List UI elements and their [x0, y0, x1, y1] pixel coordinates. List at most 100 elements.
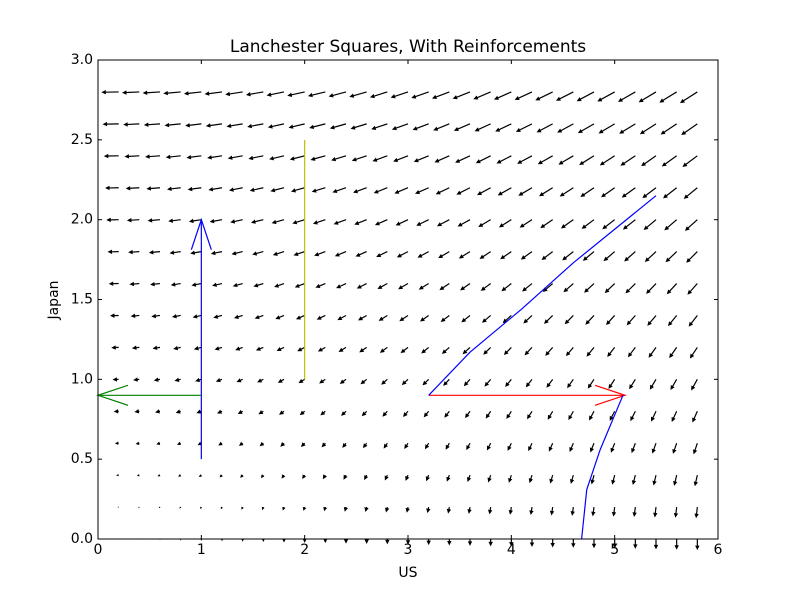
quiver-arrow — [175, 409, 181, 414]
quiver-arrow — [192, 314, 202, 319]
quiver-arrow — [610, 442, 616, 453]
quiver-arrow — [597, 91, 615, 102]
quiver-arrow — [186, 154, 202, 160]
quiver-arrow — [145, 154, 161, 159]
quiver-arrow — [692, 443, 698, 455]
quiver-arrow — [467, 539, 473, 546]
quiver-arrow — [170, 282, 181, 287]
quiver-arrow — [674, 539, 679, 550]
quiver-arrow — [519, 219, 533, 228]
quiver-arrow — [431, 91, 450, 99]
quiver-arrow — [586, 347, 595, 357]
quiver-arrow — [425, 474, 430, 482]
quiver-arrow — [446, 506, 452, 514]
quiver-arrow — [479, 251, 491, 259]
quiver-arrow — [547, 410, 554, 420]
quiver-arrow — [316, 314, 326, 320]
quiver-arrow — [536, 123, 553, 133]
x-axis-label: US — [398, 565, 417, 581]
quiver-arrow — [405, 506, 410, 513]
quiver-arrow — [590, 474, 595, 485]
quiver-arrow — [477, 187, 491, 196]
quiver-arrow — [364, 474, 369, 481]
quiver-arrow — [567, 378, 574, 389]
quiver-arrow — [537, 155, 553, 165]
quiver-arrow — [501, 283, 512, 292]
quiver-arrow — [382, 410, 388, 417]
quiver-arrow — [545, 347, 554, 356]
quiver-arrow — [257, 378, 264, 383]
quiver-arrow — [560, 219, 574, 229]
quiver-arrow — [535, 91, 553, 101]
quiver-arrow — [357, 314, 367, 321]
quiver-arrow — [559, 187, 574, 197]
quiver-arrow — [302, 539, 307, 543]
quiver-arrow — [353, 187, 367, 194]
quiver-arrow — [106, 217, 119, 223]
quiver-arrow — [458, 251, 471, 259]
x-tick-label: 6 — [714, 542, 723, 558]
quiver-arrow — [153, 377, 161, 382]
quiver-arrow — [647, 315, 657, 326]
quiver-arrow — [225, 91, 243, 97]
quiver-arrow — [672, 443, 678, 454]
quiver-arrow — [565, 347, 574, 357]
quiver-arrow — [323, 506, 328, 512]
quiver-arrow — [142, 90, 161, 95]
quiver-arrow — [205, 123, 223, 128]
quiver-arrow — [620, 155, 636, 166]
quiver-arrow — [687, 283, 698, 295]
quiver-arrow — [237, 409, 243, 414]
quiver-arrow — [611, 474, 616, 485]
quiver-arrow — [249, 187, 264, 192]
quiver-arrow — [465, 410, 471, 419]
quiver-arrow — [302, 506, 307, 511]
quiver-arrow — [603, 251, 616, 262]
quiver-arrow — [419, 314, 430, 322]
quiver-arrow — [376, 251, 388, 258]
quiver-arrow — [542, 283, 554, 292]
quiver-arrow — [550, 539, 555, 548]
quiver-arrow — [209, 218, 223, 224]
trajectory-line — [581, 395, 624, 540]
quiver-arrow — [456, 187, 471, 195]
quiver-arrow — [505, 378, 512, 387]
quiver-arrow — [518, 187, 533, 196]
quiver-arrow — [281, 474, 286, 479]
quiver-arrow — [360, 378, 368, 385]
quiver-arrow — [236, 378, 243, 383]
quiver-arrow — [529, 506, 534, 516]
quiver-arrow — [493, 91, 512, 100]
quiver-arrow — [576, 91, 595, 102]
quiver-arrow — [355, 251, 367, 257]
quiver-arrow — [287, 91, 305, 97]
quiver-arrow — [231, 251, 243, 256]
y-tick-label: 1.5 — [71, 292, 93, 308]
quiver-arrow — [517, 155, 533, 164]
quiver-arrow — [356, 283, 367, 289]
quiver-arrow — [395, 219, 409, 226]
quiver-arrow — [527, 410, 533, 420]
quiver-arrow — [190, 250, 202, 255]
quiver-arrow — [692, 411, 698, 423]
x-tick-label: 5 — [610, 542, 619, 558]
quiver-arrow — [440, 314, 450, 323]
quiver-arrow — [679, 91, 698, 104]
quiver-arrow — [426, 539, 431, 546]
quiver-arrow — [415, 187, 429, 194]
quiver-arrow — [156, 441, 161, 445]
quiver-arrow — [117, 506, 119, 508]
quiver-arrow — [599, 155, 615, 166]
quiver-arrow — [385, 539, 390, 545]
quiver-arrow — [483, 346, 492, 355]
quiver-arrow — [143, 122, 161, 127]
quiver-arrow — [320, 410, 326, 416]
quiver-arrow — [673, 507, 679, 518]
quiver-arrow — [584, 283, 595, 293]
quiver-arrow — [328, 91, 347, 98]
quiver-arrow — [114, 441, 119, 445]
x-tick-label: 4 — [507, 542, 516, 558]
quiver-arrow — [297, 346, 305, 352]
x-tick-label: 0 — [94, 542, 103, 558]
